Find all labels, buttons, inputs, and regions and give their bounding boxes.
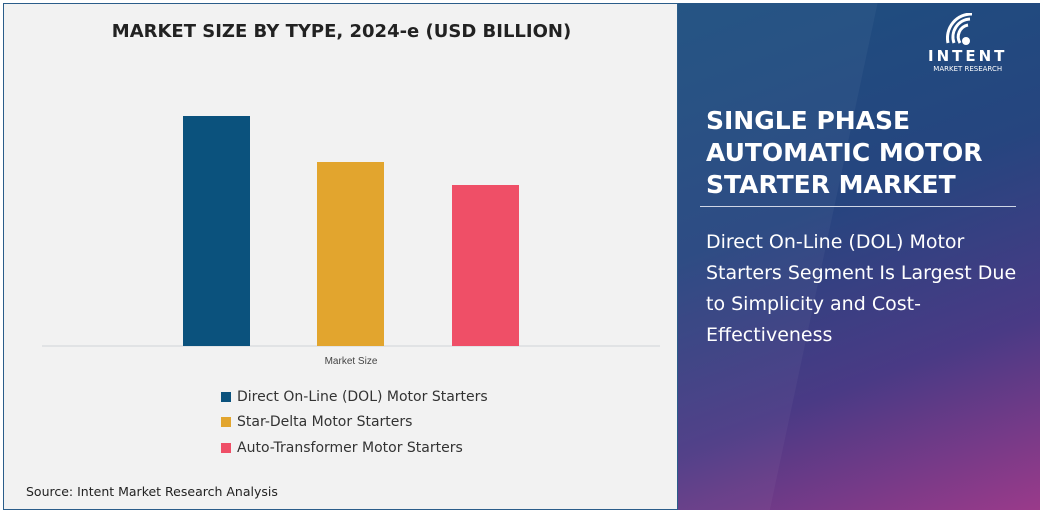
bar-1 — [183, 116, 250, 346]
report-subtitle: Direct On-Line (DOL) Motor Starters Segm… — [706, 231, 1017, 346]
legend-label: Auto-Transformer Motor Starters — [237, 440, 463, 456]
x-tick-label: Market Size — [325, 356, 378, 367]
logo: INTENT MARKET RESEARCH — [928, 12, 1008, 73]
legend-item: Direct On-Line (DOL) Motor Starters — [221, 389, 488, 405]
logo-tagline: MARKET RESEARCH — [933, 65, 1003, 73]
legend-swatch — [221, 392, 231, 402]
report-title: SINGLE PHASE AUTOMATIC MOTOR STARTER MAR… — [706, 106, 983, 199]
chart-title: MARKET SIZE BY TYPE, 2024-e (USD BILLION… — [111, 21, 572, 42]
legend-item: Auto-Transformer Motor Starters — [221, 440, 463, 456]
signal-logo-icon — [945, 12, 972, 45]
logo-name: INTENT — [928, 47, 1008, 65]
source-note: Source: Intent Market Research Analysis — [26, 484, 278, 499]
bar-chart: Market Size — [42, 116, 660, 367]
bar-3 — [452, 185, 519, 346]
legend-swatch — [221, 417, 231, 427]
chart-panel: MARKET SIZE BY TYPE, 2024-e (USD BILLION… — [3, 3, 678, 510]
legend-item: Star-Delta Motor Starters — [221, 414, 412, 430]
legend-label: Star-Delta Motor Starters — [237, 414, 413, 430]
legend-swatch — [221, 443, 231, 453]
bar-2 — [317, 162, 384, 346]
info-panel: INTENT MARKET RESEARCH SINGLE PHASE AUTO… — [678, 3, 1040, 510]
divider — [700, 206, 1016, 207]
legend-label: Direct On-Line (DOL) Motor Starters — [237, 389, 488, 405]
